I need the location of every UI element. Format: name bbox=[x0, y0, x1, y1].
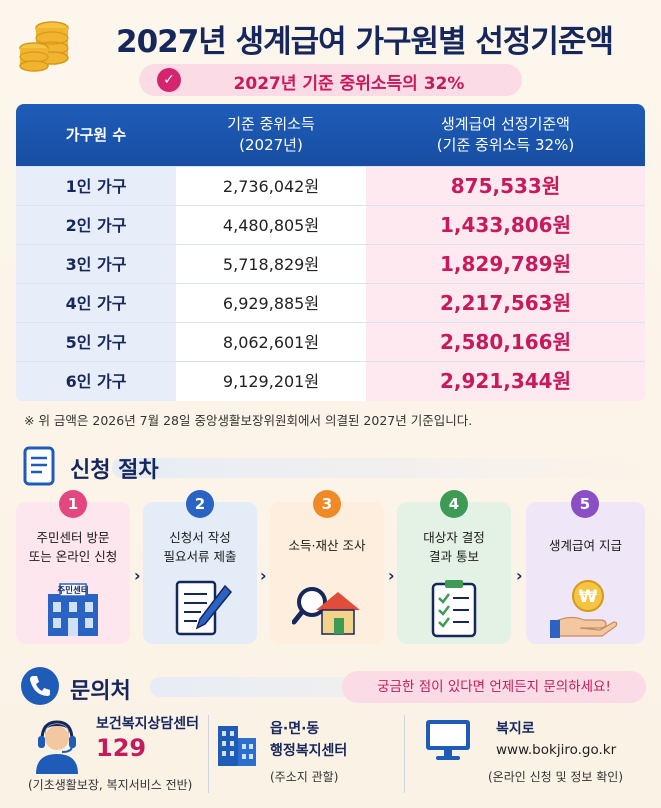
form-pen-icon bbox=[175, 580, 233, 636]
checklist-icon bbox=[431, 580, 477, 638]
header-income-line2: (2027년) bbox=[239, 136, 303, 154]
cell-household: 3인 가구 bbox=[16, 245, 176, 284]
office-building-icon bbox=[218, 726, 256, 766]
header-income-line1: 기준 중위소득 bbox=[227, 115, 315, 133]
cell-income: 4,480,805원 bbox=[176, 206, 366, 245]
step-number: 1 bbox=[59, 490, 87, 518]
table-note: ※ 위 금액은 2026년 7월 28일 중앙생활보장위원회에서 의결된 202… bbox=[24, 413, 473, 428]
cell-income: 2,736,042원 bbox=[176, 167, 366, 206]
cell-standard: 1,433,806원 bbox=[366, 206, 645, 245]
contact-bokjiro-desc: (온라인 신청 및 정보 확인) bbox=[488, 770, 624, 784]
table-row: 4인 가구 6,929,885원 2,217,563원 bbox=[16, 283, 645, 323]
won-coin-hand-icon: ₩ bbox=[550, 580, 618, 638]
step-number: 3 bbox=[313, 490, 341, 518]
step-text: 생계급여 지급 bbox=[528, 536, 643, 555]
contact-counseling-desc: (기초생활보장, 복지서비스 전반) bbox=[28, 778, 193, 792]
cell-standard: 1,829,789원 bbox=[366, 245, 645, 284]
cell-household: 5인 가구 bbox=[16, 323, 176, 362]
document-icon bbox=[23, 446, 55, 486]
cell-income: 9,129,201원 bbox=[176, 362, 366, 401]
cell-income: 5,718,829원 bbox=[176, 245, 366, 284]
step-text-line1: 주민센터 방문 bbox=[36, 530, 110, 545]
step-text-line2: 결과 통보 bbox=[429, 549, 479, 564]
step-text: 주민센터 방문 또는 온라인 신청 bbox=[18, 528, 128, 566]
page-title: 2027년 생계급여 가구원별 선정기준액 bbox=[116, 24, 614, 60]
cell-household: 4인 가구 bbox=[16, 284, 176, 323]
step-text-line2: 필요서류 제출 bbox=[163, 549, 237, 564]
step-number: 2 bbox=[186, 490, 214, 518]
magnifier-house-icon bbox=[292, 587, 360, 635]
cell-income: 8,062,601원 bbox=[176, 323, 366, 362]
cell-household: 6인 가구 bbox=[16, 362, 176, 401]
monitor-icon bbox=[426, 720, 470, 760]
process-step-5: 5 생계급여 지급 ₩ bbox=[526, 490, 645, 644]
cell-standard: 2,921,344원 bbox=[366, 362, 645, 401]
building-sign-label: 주민센터 bbox=[57, 586, 89, 596]
step-text-line1: 생계급여 지급 bbox=[549, 538, 622, 553]
contact-title: 문의처 bbox=[70, 679, 131, 704]
svg-text:₩: ₩ bbox=[579, 587, 598, 607]
step-number: 4 bbox=[440, 490, 468, 518]
table-body: 1인 가구 2,736,042원 875,533원 2인 가구 4,480,80… bbox=[16, 166, 645, 402]
cell-household: 1인 가구 bbox=[16, 167, 176, 206]
contact-divider bbox=[404, 715, 405, 793]
process-step-1: 1 주민센터 방문 또는 온라인 신청 주민센터 bbox=[16, 490, 130, 644]
headset-agent-icon bbox=[36, 720, 78, 774]
process-step-4: 4 대상자 결정 결과 통보 bbox=[397, 490, 511, 644]
header-standard-line2: (기준 중위소득 32%) bbox=[436, 136, 575, 154]
process-step-3: 3 소득·재산 조사 bbox=[270, 490, 384, 644]
process-title: 신청 절차 bbox=[70, 458, 159, 483]
table-row: 3인 가구 5,718,829원 1,829,789원 bbox=[16, 244, 645, 284]
table-header: 가구원 수 기준 중위소득 (2027년) 생계급여 선정기준액 (기준 중위소… bbox=[16, 104, 645, 166]
contact-prompt-pill: 궁금한 점이 있다면 언제든지 문의하세요! bbox=[342, 671, 646, 703]
process-step-2: 2 신청서 작성 필요서류 제출 bbox=[143, 490, 257, 644]
table-row: 2인 가구 4,480,805원 1,433,806원 bbox=[16, 205, 645, 245]
contact-bokjiro-url[interactable]: www.bokjiro.go.kr bbox=[496, 742, 617, 758]
phone-icon bbox=[21, 667, 59, 705]
chevron-right-icon: › bbox=[134, 566, 141, 585]
table-row: 5인 가구 8,062,601원 2,580,166원 bbox=[16, 322, 645, 362]
contact-bokjiro-name: 복지로 bbox=[496, 721, 535, 737]
step-text: 대상자 결정 결과 통보 bbox=[399, 528, 509, 566]
cell-standard: 875,533원 bbox=[366, 167, 645, 206]
header-household-label: 가구원 수 bbox=[65, 125, 127, 144]
step-text-line2: 또는 온라인 신청 bbox=[28, 549, 118, 564]
table-row: 6인 가구 9,129,201원 2,921,344원 bbox=[16, 361, 645, 401]
chevron-right-icon: › bbox=[260, 566, 267, 585]
header-standard-line1: 생계급여 선정기준액 bbox=[441, 115, 570, 133]
step-text: 신청서 작성 필요서류 제출 bbox=[145, 528, 255, 566]
header-income: 기준 중위소득 (2027년) bbox=[176, 104, 366, 166]
cell-standard: 2,580,166원 bbox=[366, 323, 645, 362]
header-standard: 생계급여 선정기준액 (기준 중위소득 32%) bbox=[366, 104, 645, 166]
table-row: 1인 가구 2,736,042원 875,533원 bbox=[16, 166, 645, 206]
cell-income: 6,929,885원 bbox=[176, 284, 366, 323]
contact-office-name-line1: 읍·면·동 bbox=[270, 721, 320, 737]
contact-office-desc: (주소지 관할) bbox=[270, 770, 339, 784]
contact-divider bbox=[208, 715, 209, 793]
contact-counseling-number[interactable]: 129 bbox=[96, 734, 147, 762]
subtitle-text: 2027년 기준 중위소득의 32% bbox=[233, 74, 465, 94]
check-icon: ✓ bbox=[157, 68, 181, 92]
step-text-line1: 대상자 결정 bbox=[423, 530, 485, 545]
cell-household: 2인 가구 bbox=[16, 206, 176, 245]
chevron-right-icon: › bbox=[388, 566, 395, 585]
process-title-bar bbox=[112, 458, 645, 478]
standard-amount-table: 가구원 수 기준 중위소득 (2027년) 생계급여 선정기준액 (기준 중위소… bbox=[16, 104, 645, 402]
contact-office-name-line2: 행정복지센터 bbox=[270, 743, 348, 759]
header-household: 가구원 수 bbox=[16, 104, 176, 166]
contact-counseling-name: 보건복지상담센터 bbox=[96, 716, 200, 732]
coins-icon bbox=[19, 21, 69, 72]
step-text: 소득·재산 조사 bbox=[272, 536, 382, 555]
step-text-line1: 신청서 작성 bbox=[169, 530, 231, 545]
cell-standard: 2,217,563원 bbox=[366, 284, 645, 323]
chevron-right-icon: › bbox=[516, 566, 523, 585]
step-text-line1: 소득·재산 조사 bbox=[288, 538, 366, 553]
step-number: 5 bbox=[571, 490, 599, 518]
subtitle-pill: ✓ 2027년 기준 중위소득의 32% bbox=[139, 64, 522, 96]
building-icon bbox=[48, 583, 98, 636]
